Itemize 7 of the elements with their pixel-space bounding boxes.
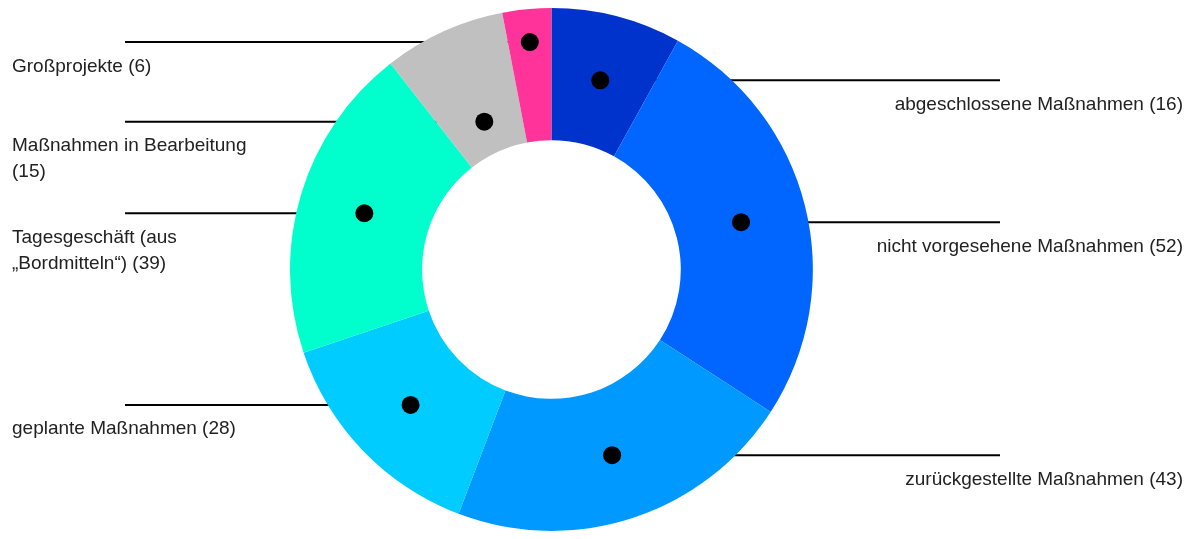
slice-label: Maßnahmen in Bearbeitung (15) xyxy=(12,134,252,182)
slice-label: nicht vorgesehene Maßnahmen (52) xyxy=(876,234,1183,256)
slice-label: abgeschlossene Maßnahmen (16) xyxy=(894,92,1183,114)
slice-label: Tagesgeschäft (aus „Bordmitteln“) (39) xyxy=(12,225,183,273)
slice-label: geplante Maßnahmen (28) xyxy=(12,417,236,439)
slice-label: zurückgestellte Maßnahmen (43) xyxy=(905,467,1183,489)
slice-label: Großprojekte (6) xyxy=(12,54,152,76)
